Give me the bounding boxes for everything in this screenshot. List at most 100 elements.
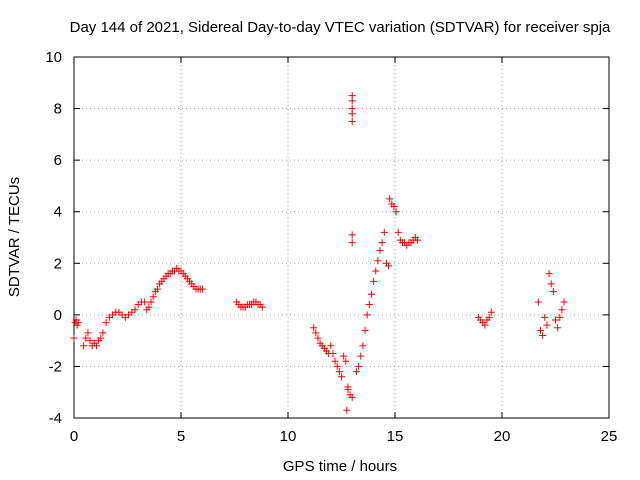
data-point (335, 368, 343, 376)
data-point (258, 303, 266, 311)
data-point (481, 321, 489, 329)
data-point (543, 321, 551, 329)
data-point (378, 239, 386, 247)
data-point (537, 326, 545, 334)
data-point (372, 267, 380, 275)
data-segment (80, 298, 149, 350)
data-point (355, 362, 363, 370)
data-point (331, 357, 339, 365)
x-tick-label: 15 (387, 428, 404, 445)
data-point (348, 393, 356, 401)
data-point (554, 324, 562, 332)
data-point (141, 298, 149, 306)
data-point (359, 342, 367, 350)
data-point (92, 342, 100, 350)
data-point (365, 301, 373, 309)
data-point (386, 195, 394, 203)
y-tick-label: 6 (54, 152, 62, 169)
data-point (131, 306, 139, 314)
data-point (390, 203, 398, 211)
data-segment (386, 195, 421, 249)
data-point (534, 298, 542, 306)
data-point (80, 342, 88, 350)
data-point (539, 331, 547, 339)
data-segment (343, 92, 356, 414)
y-tick-label: 0 (54, 307, 62, 324)
data-point (84, 329, 92, 337)
data-segment (70, 316, 82, 342)
data-point (343, 406, 351, 414)
data-point (153, 285, 161, 293)
data-point (560, 298, 568, 306)
data-point (549, 288, 557, 296)
data-point (556, 313, 564, 321)
grid-lines (74, 57, 609, 418)
data-point (367, 290, 375, 298)
data-point (102, 319, 110, 327)
data-point (363, 311, 371, 319)
data-point (348, 105, 356, 113)
y-tick-label: 4 (54, 204, 62, 221)
y-tick-label: 2 (54, 255, 62, 272)
x-tick-label: 0 (70, 428, 78, 445)
data-point (147, 298, 155, 306)
data-point (385, 262, 393, 270)
data-point (370, 277, 378, 285)
data-point (310, 324, 318, 332)
data-segment (233, 298, 266, 311)
data-point (145, 303, 153, 311)
plot-frame (73, 56, 610, 419)
y-tick-label: 8 (54, 101, 62, 118)
x-tick-label: 5 (177, 428, 185, 445)
data-points (70, 92, 568, 414)
data-point (545, 270, 553, 278)
data-point (392, 208, 400, 216)
x-tick-label: 10 (280, 428, 297, 445)
data-point (327, 342, 335, 350)
data-point (86, 337, 94, 345)
data-point (348, 239, 356, 247)
data-point (329, 350, 337, 358)
y-axis-label: SDTVAR / TECUs (6, 177, 23, 297)
data-point (149, 293, 157, 301)
data-segment (143, 264, 206, 314)
data-point (541, 313, 549, 321)
data-point (485, 313, 493, 321)
data-point (338, 373, 345, 381)
data-point (198, 285, 206, 293)
x-axis-label: GPS time / hours (283, 458, 397, 475)
y-tick-label: -2 (49, 358, 62, 375)
data-segment (310, 324, 356, 401)
data-point (357, 352, 365, 360)
axis-ticks: 0 5 10 15 20 25 -4 -2 0 2 4 6 8 10 (45, 49, 617, 445)
data-segment (534, 270, 568, 339)
data-point (344, 386, 352, 394)
data-point (82, 334, 90, 342)
data-point (552, 316, 559, 324)
data-point (314, 334, 322, 342)
data-point (348, 117, 356, 125)
data-point (342, 357, 350, 365)
data-point (547, 280, 555, 288)
data-point (558, 306, 566, 314)
data-point (487, 308, 495, 316)
data-point (99, 329, 107, 337)
chart-title: Day 144 of 2021, Sidereal Day-to-day VTE… (70, 19, 611, 36)
data-point (413, 236, 421, 244)
data-point (97, 334, 105, 342)
data-point (333, 362, 341, 370)
data-segment (352, 228, 393, 376)
data-point (374, 257, 382, 265)
x-tick-label: 20 (494, 428, 511, 445)
data-point (376, 246, 384, 254)
data-segment (474, 308, 495, 329)
data-point (348, 231, 356, 239)
x-tick-label: 25 (601, 428, 618, 445)
y-tick-label: 10 (45, 49, 62, 66)
data-point (312, 329, 320, 337)
y-tick-label: -4 (49, 410, 62, 427)
data-point (340, 352, 348, 360)
data-point (380, 228, 388, 236)
data-point (74, 319, 82, 327)
